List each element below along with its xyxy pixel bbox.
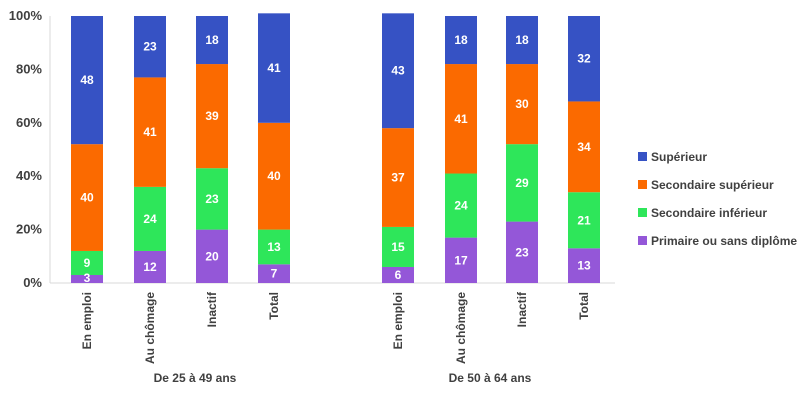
x-category-label: Inactif — [205, 291, 219, 327]
data-label: 3 — [84, 271, 91, 285]
bar-segment — [382, 226, 414, 267]
data-label: 40 — [80, 191, 94, 205]
y-tick-label: 0% — [23, 275, 42, 290]
legend-label: Primaire ou sans diplôme — [651, 234, 797, 248]
x-category-label: Total — [267, 292, 281, 320]
bar-segment — [258, 13, 290, 123]
bar-segment — [258, 229, 290, 265]
x-group-label: De 50 à 64 ans — [449, 371, 532, 385]
data-label: 9 — [84, 256, 91, 270]
bar-segment — [134, 16, 166, 78]
data-label: 15 — [391, 240, 405, 254]
bar-segment — [506, 64, 538, 145]
bar-segment — [445, 64, 477, 174]
data-label: 23 — [205, 192, 219, 206]
data-label: 48 — [80, 73, 94, 87]
legend-swatch — [638, 180, 647, 189]
data-label: 21 — [577, 213, 591, 227]
data-label: 32 — [577, 52, 591, 66]
data-label: 34 — [577, 140, 591, 154]
bar-segment — [71, 274, 103, 283]
axis-layer: 0% 20% 40% 60% 80% 100% En emploi Au chômage Ina… — [9, 8, 615, 385]
legend-swatch — [638, 236, 647, 245]
data-label: 29 — [515, 176, 529, 190]
bar-segment — [258, 264, 290, 283]
data-label: 18 — [205, 33, 219, 47]
data-label: 39 — [205, 109, 219, 123]
data-label: 17 — [454, 253, 468, 267]
bar-segment — [568, 248, 600, 283]
legend-swatch — [638, 208, 647, 217]
data-label: 23 — [515, 245, 529, 259]
bar-segment — [568, 192, 600, 249]
bar-segment — [71, 16, 103, 145]
bar-segment — [134, 250, 166, 283]
data-label: 13 — [267, 240, 281, 254]
data-label: 43 — [391, 64, 405, 78]
y-tick-label: 20% — [16, 222, 42, 237]
bar-segment — [445, 16, 477, 65]
data-label: 40 — [267, 169, 281, 183]
data-label: 6 — [395, 268, 402, 282]
y-tick-label: 80% — [16, 61, 42, 76]
legend-swatch — [638, 152, 647, 161]
x-category-label: En emploi — [391, 292, 405, 349]
x-category-label: Au chômage — [454, 292, 468, 364]
data-label: 7 — [271, 267, 278, 281]
bars-layer — [71, 13, 600, 283]
data-label: 18 — [515, 33, 529, 47]
bar-segment — [258, 122, 290, 230]
data-label: 24 — [454, 199, 468, 213]
data-label: 23 — [143, 40, 157, 54]
data-label: 41 — [143, 125, 157, 139]
data-label: 20 — [205, 249, 219, 263]
data-label: 13 — [577, 259, 591, 273]
bar-segment — [382, 13, 414, 129]
bar-segment — [445, 173, 477, 238]
data-label: 41 — [267, 61, 281, 75]
bar-segment — [196, 168, 228, 230]
data-label: 12 — [143, 260, 157, 274]
data-label: 30 — [515, 97, 529, 111]
legend-label: Supérieur — [651, 150, 707, 164]
bar-segment — [382, 128, 414, 227]
data-label: 37 — [391, 171, 405, 185]
bar-segment — [134, 77, 166, 187]
bar-segment — [445, 237, 477, 283]
x-category-label: Inactif — [515, 291, 529, 327]
x-group-label: De 25 à 49 ans — [154, 371, 237, 385]
bar-segment — [71, 144, 103, 251]
labels-layer: 39 40 48 12 24 41 23 20 23 39 18 7 13 40 41 6 15 37 43 17 24… — [80, 33, 591, 285]
y-tick-label: 60% — [16, 115, 42, 130]
bar-segment — [568, 101, 600, 193]
legend: Supérieur Secondaire supérieur Secondaire … — [638, 150, 797, 248]
legend-label: Secondaire supérieur — [651, 178, 774, 192]
bar-segment — [196, 16, 228, 65]
x-category-label: Total — [577, 292, 591, 320]
y-tick-label: 100% — [9, 8, 43, 23]
bar-segment — [506, 221, 538, 283]
bar-segment — [568, 16, 600, 102]
bar-segment — [382, 266, 414, 283]
bar-segment — [196, 64, 228, 169]
bar-segment — [196, 229, 228, 283]
data-label: 18 — [454, 33, 468, 47]
bar-segment — [506, 16, 538, 65]
bar-segment — [134, 186, 166, 251]
legend-label: Secondaire inférieur — [651, 206, 767, 220]
x-category-label: Au chômage — [143, 292, 157, 364]
data-label: 41 — [454, 112, 468, 126]
x-category-label: En emploi — [80, 292, 94, 349]
y-tick-label: 40% — [16, 168, 42, 183]
bar-segment — [506, 144, 538, 222]
data-label: 24 — [143, 212, 157, 226]
bar-segment — [71, 250, 103, 275]
